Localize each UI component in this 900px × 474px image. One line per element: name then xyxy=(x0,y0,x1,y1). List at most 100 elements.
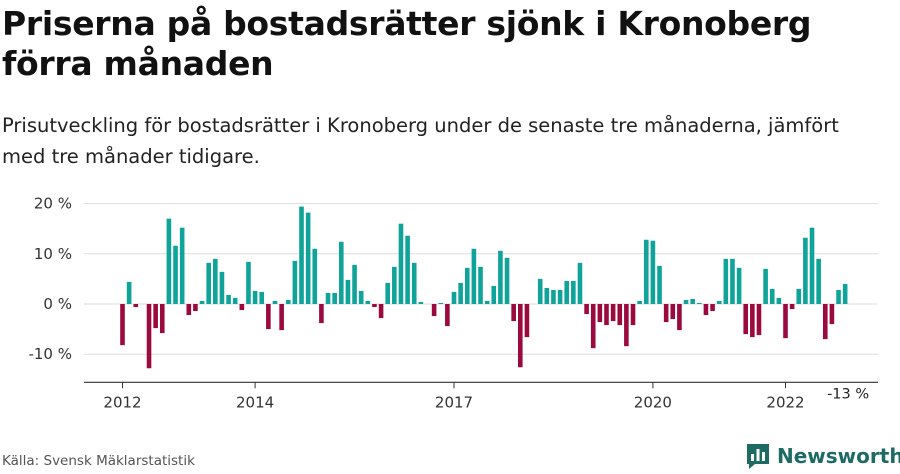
bar-chart: 20 % 10 % 0 % -10 % 2012 2014 2017 2020 2022 -13 … xyxy=(28,195,878,411)
bar xyxy=(697,303,702,304)
bar xyxy=(763,268,768,304)
y-tick-label: 20 % xyxy=(34,195,72,213)
bar xyxy=(743,304,749,335)
bar xyxy=(610,304,616,322)
y-tick-label: -10 % xyxy=(28,345,72,363)
brand-logo: Newsworthy xyxy=(745,441,900,471)
bar xyxy=(365,300,371,304)
bar xyxy=(537,278,543,304)
bar xyxy=(518,304,523,368)
bar xyxy=(590,304,596,349)
bar xyxy=(312,248,318,304)
bar xyxy=(756,304,762,336)
bar xyxy=(796,288,802,304)
bar xyxy=(597,304,603,323)
bar xyxy=(213,258,218,304)
bar xyxy=(524,304,530,338)
bar xyxy=(683,299,689,304)
x-tick-label: 2020 xyxy=(634,393,672,411)
bar xyxy=(544,287,550,304)
bar xyxy=(571,280,576,304)
bar xyxy=(551,289,556,304)
chart-subtitle: Prisutveckling för bostadsrätter i Krono… xyxy=(2,114,839,168)
bar xyxy=(491,285,497,304)
bar xyxy=(226,294,231,304)
bar xyxy=(564,280,570,304)
bar-chart-logo-icon xyxy=(747,444,769,469)
bar xyxy=(716,300,722,304)
bar xyxy=(577,262,583,304)
bar xyxy=(750,304,755,338)
bar xyxy=(292,260,298,304)
bar xyxy=(809,227,815,304)
bar xyxy=(193,304,198,312)
bar xyxy=(471,248,477,304)
bar xyxy=(643,239,649,304)
y-tick-label: 0 % xyxy=(43,295,72,313)
bar xyxy=(120,304,125,346)
bar xyxy=(511,304,516,322)
bar xyxy=(464,267,470,304)
bar xyxy=(630,304,636,326)
bar xyxy=(146,304,152,369)
bar xyxy=(769,288,775,304)
bar xyxy=(458,282,463,304)
bar xyxy=(219,271,225,304)
bar xyxy=(392,266,397,304)
bar xyxy=(650,240,656,304)
bar xyxy=(186,304,192,316)
bar xyxy=(418,301,424,304)
bar xyxy=(279,304,284,331)
bar xyxy=(604,304,609,326)
bar xyxy=(637,300,642,304)
bar xyxy=(816,258,821,304)
bar xyxy=(504,257,510,304)
bar xyxy=(199,300,205,304)
source-note: Källa: Svensk Mäklarstatistik xyxy=(2,453,195,469)
last-value-label: -13 % xyxy=(827,386,869,402)
bar xyxy=(252,290,258,304)
y-tick-label: 10 % xyxy=(34,245,72,263)
x-tick-label: 2012 xyxy=(103,393,141,411)
bar xyxy=(126,281,132,304)
bar xyxy=(179,227,185,304)
bar xyxy=(378,304,384,319)
bar xyxy=(730,258,735,304)
bar xyxy=(319,304,324,324)
bar xyxy=(703,304,709,316)
bar xyxy=(670,304,676,320)
bar xyxy=(173,245,178,304)
bar xyxy=(239,304,245,311)
bar xyxy=(710,304,715,312)
bar xyxy=(338,241,344,304)
bar xyxy=(557,289,563,304)
bar xyxy=(617,304,623,326)
chart-title: Priserna på bostadsrätter sjönk i Kronob… xyxy=(2,4,812,83)
bar xyxy=(332,292,337,304)
bar xyxy=(498,250,503,304)
brand-name: Newsworthy xyxy=(777,444,900,468)
bar xyxy=(166,218,172,304)
bar xyxy=(358,290,364,304)
bar xyxy=(677,304,682,331)
bar xyxy=(803,237,808,304)
bar xyxy=(431,304,437,317)
bar xyxy=(484,300,490,304)
bar xyxy=(690,298,695,304)
bar xyxy=(789,304,795,310)
bar xyxy=(153,304,158,329)
bar xyxy=(829,304,835,325)
bar xyxy=(663,304,669,323)
bar xyxy=(438,303,444,304)
bar xyxy=(305,212,311,304)
x-tick-label: 2017 xyxy=(435,393,473,411)
bar xyxy=(398,223,404,304)
bar xyxy=(285,299,291,304)
bar xyxy=(259,291,265,304)
bar xyxy=(822,304,828,340)
bar xyxy=(232,297,238,304)
bar xyxy=(159,304,165,334)
bar xyxy=(657,265,662,304)
bar xyxy=(133,304,139,308)
bar xyxy=(411,262,417,304)
